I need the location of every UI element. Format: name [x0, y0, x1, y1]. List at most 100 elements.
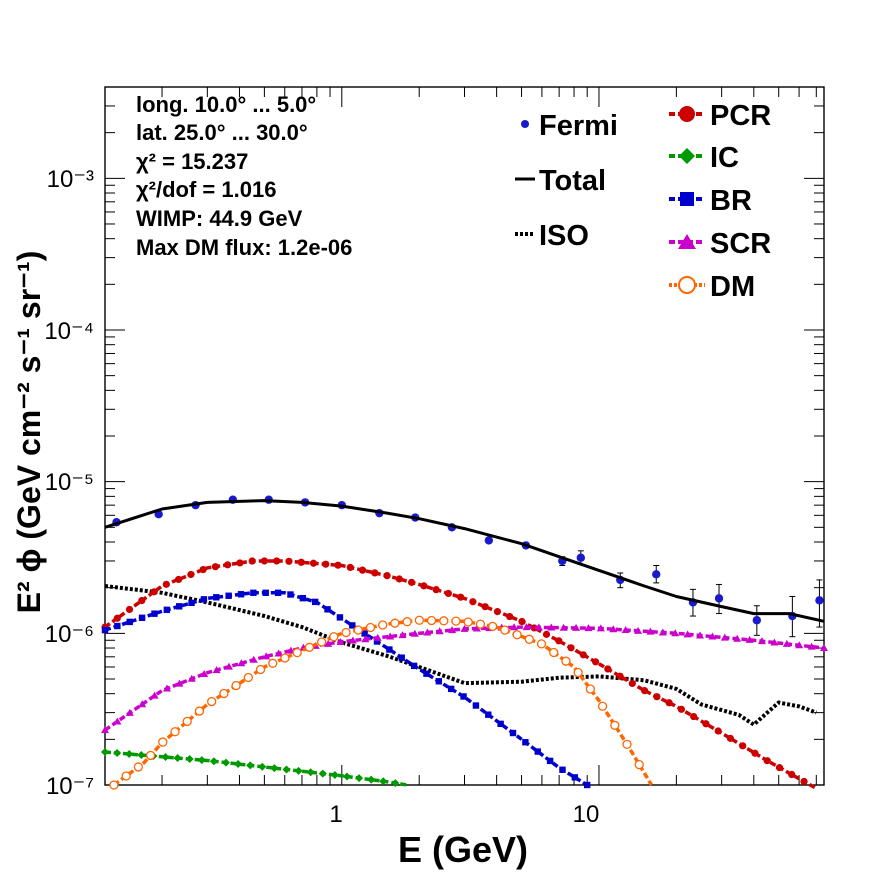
annotation-chi2: χ² = 15.237: [136, 149, 248, 174]
br-marker: [324, 606, 331, 613]
dm-marker: [378, 620, 388, 630]
y-axis-label: E² ϕ (GeV cm⁻² s⁻¹ sr⁻¹): [11, 251, 47, 614]
br-marker: [472, 702, 480, 709]
x-tick-label: 1: [329, 801, 342, 828]
legend-marker-br: [680, 192, 694, 206]
scr-marker: [584, 624, 593, 632]
scr-marker: [733, 634, 742, 642]
pcr-marker: [506, 612, 514, 621]
br-marker: [101, 626, 109, 634]
dm-marker: [610, 720, 620, 730]
legend-label-pcr: PCR: [710, 100, 771, 132]
dm-marker: [365, 622, 376, 633]
legend-marker-dm: [678, 276, 696, 294]
pcr-marker: [591, 658, 600, 666]
series-scr: [101, 623, 828, 734]
scr-marker: [398, 631, 407, 639]
pcr-marker: [739, 742, 747, 750]
series-ic: [101, 748, 408, 788]
pcr-marker: [481, 603, 489, 611]
scr-marker: [386, 632, 395, 640]
br-marker: [497, 720, 504, 728]
br-marker: [151, 610, 158, 617]
br-marker: [386, 646, 393, 653]
br-marker: [460, 693, 467, 700]
scr-marker: [200, 669, 209, 677]
annotation-dm-flux: Max DM flux: 1.2e-06: [136, 235, 352, 260]
pcr-marker: [677, 705, 685, 713]
x-tick-label: 10: [573, 801, 600, 828]
fermi-point: [652, 570, 661, 579]
series-iso: [104, 584, 817, 727]
scr-marker: [795, 641, 804, 649]
series-line-total: [104, 499, 825, 623]
dm-marker: [182, 716, 192, 727]
dm-marker: [316, 637, 327, 647]
pcr-marker: [420, 582, 428, 590]
pcr-marker: [248, 557, 256, 565]
y-tick-label: 10⁻⁶: [45, 621, 94, 648]
dm-marker: [329, 632, 339, 642]
br-marker: [398, 654, 405, 661]
pcr-marker: [199, 565, 207, 574]
pcr-marker: [371, 569, 379, 577]
legend-label-br: BR: [710, 185, 752, 217]
legend-label-dm: DM: [710, 271, 755, 303]
pcr-marker: [493, 608, 502, 616]
dm-marker: [414, 615, 424, 625]
pcr-marker: [309, 559, 318, 567]
ic-marker: [379, 777, 388, 786]
scr-marker: [758, 637, 767, 645]
br-marker: [522, 739, 529, 746]
scr-marker: [770, 638, 779, 646]
br-marker: [410, 662, 418, 670]
pcr-marker: [358, 566, 367, 574]
scr-marker: [472, 624, 481, 632]
ic-marker: [355, 774, 364, 783]
br-marker: [559, 766, 566, 773]
br-marker: [175, 603, 183, 610]
scr-marker: [187, 674, 196, 682]
dm-marker: [634, 759, 644, 770]
pcr-marker: [788, 770, 796, 779]
br-marker: [485, 711, 492, 718]
ic-marker: [306, 768, 315, 777]
br-marker: [423, 670, 430, 677]
dm-marker: [158, 737, 168, 747]
br-marker: [571, 774, 579, 781]
dm-marker: [426, 615, 437, 626]
scr-marker: [510, 623, 519, 631]
scr-marker: [696, 631, 705, 639]
y-tick-label: 10⁻⁷: [46, 773, 94, 800]
legend-label-total: Total: [539, 165, 606, 197]
dm-marker: [304, 642, 315, 652]
pcr-marker: [125, 605, 134, 614]
scr-marker: [361, 635, 370, 643]
ic-marker: [246, 761, 255, 770]
dm-marker: [561, 656, 571, 666]
pcr-marker: [285, 557, 293, 565]
series-dm: [109, 615, 654, 790]
ic-marker: [234, 759, 243, 768]
y-tick-label: 10⁻³: [47, 166, 94, 193]
br-marker: [435, 678, 443, 685]
legend-marker-ic: [679, 148, 695, 164]
dm-marker: [585, 684, 596, 694]
br-marker: [262, 589, 269, 597]
scr-marker: [348, 636, 357, 644]
scr-marker: [212, 666, 221, 674]
scr-marker: [435, 627, 444, 635]
series-line-iso: [104, 584, 817, 727]
dm-marker: [512, 630, 522, 640]
axis-ticks: [105, 86, 824, 786]
legend-label-scr: SCR: [710, 228, 771, 260]
scr-marker: [448, 626, 457, 634]
y-tick-labels: 10⁻⁷ 10⁻⁶ 10⁻⁵ 10⁻⁴ 10⁻³: [44, 166, 94, 800]
pcr-marker: [800, 777, 808, 786]
ic-marker: [318, 769, 327, 778]
ic-marker: [125, 750, 134, 759]
br-marker: [299, 594, 307, 602]
pcr-marker: [775, 764, 784, 772]
br-marker: [349, 622, 356, 629]
dm-marker: [255, 664, 266, 675]
